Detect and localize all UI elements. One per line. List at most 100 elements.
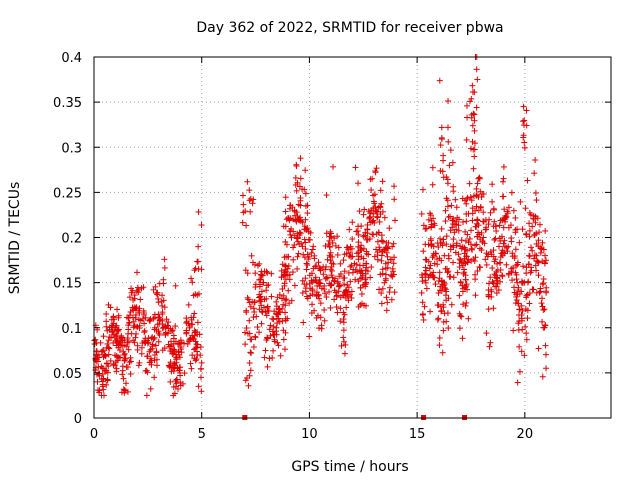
data-point xyxy=(524,315,531,322)
data-point xyxy=(505,204,512,211)
data-point xyxy=(138,344,145,351)
data-point xyxy=(472,271,479,278)
data-point xyxy=(535,272,542,279)
data-point xyxy=(354,268,361,275)
data-point xyxy=(436,275,443,282)
data-point xyxy=(370,217,377,224)
data-point xyxy=(512,214,519,221)
data-point xyxy=(120,348,127,355)
data-point xyxy=(160,297,167,304)
data-point xyxy=(462,246,469,253)
data-point xyxy=(111,326,118,333)
data-point xyxy=(457,279,464,286)
data-point xyxy=(334,280,341,287)
data-point xyxy=(280,301,287,308)
data-point xyxy=(194,258,201,265)
data-point xyxy=(521,352,528,359)
data-point xyxy=(526,300,533,307)
data-point xyxy=(487,274,494,281)
data-point xyxy=(252,270,259,277)
data-point xyxy=(114,306,121,313)
data-point xyxy=(436,269,443,276)
data-point xyxy=(340,334,347,341)
data-point xyxy=(302,167,309,174)
data-point xyxy=(276,318,283,325)
data-point xyxy=(389,273,396,280)
data-point xyxy=(243,325,250,332)
data-point xyxy=(458,237,465,244)
data-point xyxy=(155,338,162,345)
data-point xyxy=(198,359,205,366)
data-point xyxy=(329,267,336,274)
data-point xyxy=(99,371,106,378)
data-point xyxy=(466,180,473,187)
data-point xyxy=(302,275,309,282)
data-point xyxy=(102,352,109,359)
y-tick-label: 0.3 xyxy=(61,141,82,156)
data-point xyxy=(258,320,265,327)
data-point xyxy=(368,264,375,271)
data-point xyxy=(523,122,530,129)
data-point xyxy=(422,264,429,271)
data-point xyxy=(295,250,302,257)
data-point xyxy=(486,343,493,350)
data-point xyxy=(186,338,193,345)
data-point xyxy=(355,231,362,238)
data-point xyxy=(333,293,340,300)
data-point xyxy=(152,342,159,349)
data-point xyxy=(471,127,478,134)
data-point xyxy=(317,280,324,287)
data-point xyxy=(369,175,376,182)
data-point xyxy=(430,243,437,250)
data-point xyxy=(105,363,112,370)
data-point xyxy=(526,290,533,297)
data-point xyxy=(282,297,289,304)
data-point xyxy=(96,387,103,394)
data-point xyxy=(439,349,446,356)
data-point xyxy=(440,174,447,181)
data-point xyxy=(518,288,525,295)
data-point xyxy=(440,304,447,311)
data-point xyxy=(353,261,360,268)
data-points xyxy=(91,54,550,399)
data-point xyxy=(324,256,331,263)
data-point xyxy=(473,192,480,199)
data-point xyxy=(468,95,475,102)
data-point xyxy=(420,248,427,255)
data-point xyxy=(383,307,390,314)
data-point xyxy=(509,277,516,284)
data-point xyxy=(456,325,463,332)
data-point xyxy=(246,299,253,306)
data-point xyxy=(491,206,498,213)
data-point xyxy=(524,307,531,314)
data-point xyxy=(439,168,446,175)
data-point xyxy=(343,288,350,295)
data-point xyxy=(247,349,254,356)
data-point xyxy=(122,380,129,387)
data-point xyxy=(533,197,540,204)
data-point xyxy=(130,324,137,331)
data-point xyxy=(147,355,154,362)
data-point xyxy=(243,222,250,229)
data-point xyxy=(527,269,534,276)
data-point xyxy=(321,286,328,293)
data-point xyxy=(531,231,538,238)
data-point xyxy=(516,368,523,375)
data-point xyxy=(445,138,452,145)
data-point xyxy=(91,341,98,348)
data-point xyxy=(386,284,393,291)
data-point xyxy=(138,285,145,292)
data-point xyxy=(273,298,280,305)
data-point xyxy=(472,242,479,249)
data-point xyxy=(279,285,286,292)
data-point xyxy=(435,315,442,322)
data-point xyxy=(299,289,306,296)
data-point xyxy=(183,327,190,334)
data-point xyxy=(366,235,373,242)
data-point xyxy=(444,310,451,317)
data-point xyxy=(360,233,367,240)
data-point xyxy=(532,262,539,269)
data-point xyxy=(271,331,278,338)
data-point xyxy=(499,273,506,280)
data-point xyxy=(183,315,190,322)
